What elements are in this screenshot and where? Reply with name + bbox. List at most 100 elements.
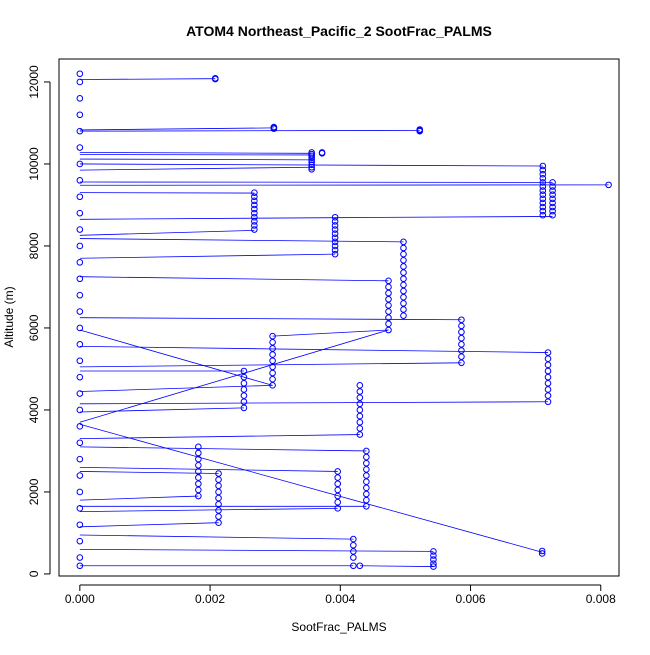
data-point [216, 514, 222, 520]
data-point [364, 485, 370, 491]
data-point [351, 549, 357, 555]
x-axis-label: SootFrac_PALMS [291, 620, 386, 634]
series-connector-line [80, 346, 548, 352]
series-connector-line [80, 277, 389, 281]
data-point [401, 251, 407, 257]
series-connector-line [80, 424, 542, 552]
series-connector-line [80, 330, 273, 385]
data-point [364, 467, 370, 473]
data-point [241, 387, 247, 393]
series-connector-line [80, 508, 338, 511]
data-point [270, 370, 276, 376]
data-point [364, 460, 370, 466]
data-point [386, 321, 392, 327]
data-point [401, 282, 407, 288]
data-point [196, 450, 202, 456]
data-point [459, 354, 465, 360]
data-point [77, 194, 83, 200]
series-connector-line [80, 467, 338, 471]
data-point [241, 393, 247, 399]
series-connector-line [80, 402, 548, 404]
series-connector-line [80, 447, 367, 451]
data-point [459, 342, 465, 348]
y-tick-label: 10000 [27, 147, 41, 181]
data-point [545, 374, 551, 380]
series-connector-line [360, 566, 434, 567]
data-point [386, 284, 392, 290]
data-point [386, 296, 392, 302]
series-connector-line [80, 535, 353, 539]
data-point [77, 374, 83, 380]
data-point [77, 555, 83, 561]
data-point [77, 538, 83, 544]
data-point [335, 481, 341, 487]
data-point [357, 389, 363, 395]
data-point [401, 294, 407, 300]
series-connector-line [80, 408, 244, 412]
data-point [77, 71, 83, 77]
data-point [270, 340, 276, 346]
series-connector-line [80, 549, 434, 551]
x-tick-label: 0.008 [586, 592, 616, 606]
data-point [77, 260, 83, 266]
data-point [270, 376, 276, 382]
data-point [401, 245, 407, 251]
data-point [335, 475, 341, 481]
data-point [401, 288, 407, 294]
data-point [364, 479, 370, 485]
data-point [77, 112, 83, 118]
data-point [357, 401, 363, 407]
data-point [401, 270, 407, 276]
data-point [357, 395, 363, 401]
y-tick-label: 12000 [27, 65, 41, 99]
data-point [545, 381, 551, 387]
data-point [401, 313, 407, 319]
data-point [364, 473, 370, 479]
data-point [364, 497, 370, 503]
data-point [459, 348, 465, 354]
data-point [77, 325, 83, 331]
series-connector-line [80, 523, 219, 527]
data-point [550, 212, 556, 218]
data-layer [77, 71, 611, 569]
data-point [386, 309, 392, 315]
data-point [77, 358, 83, 364]
data-point [351, 542, 357, 548]
data-point [459, 323, 465, 329]
x-tick-label: 0.004 [325, 592, 355, 606]
series-connector-line [80, 471, 219, 473]
y-tick-label: 2000 [27, 478, 41, 505]
data-point [216, 477, 222, 483]
data-point [77, 96, 83, 102]
data-point [459, 335, 465, 341]
data-point [401, 258, 407, 264]
series-connector-line [80, 159, 312, 160]
series-connector-line [80, 218, 335, 220]
data-point [77, 145, 83, 151]
data-point [270, 346, 276, 352]
y-tick-label: 6000 [27, 314, 41, 341]
data-point [335, 487, 341, 493]
data-point [77, 227, 83, 233]
data-point [540, 212, 546, 218]
data-point [216, 489, 222, 495]
series-connector-line [335, 216, 552, 217]
x-tick-label: 0.006 [456, 592, 486, 606]
series-connector-line [80, 254, 335, 258]
data-point [252, 227, 258, 233]
data-point [401, 307, 407, 313]
series-connector-line [80, 496, 199, 500]
data-point [216, 483, 222, 489]
chart-title: ATOM4 Northeast_Pacific_2 SootFrac_PALMS [186, 23, 492, 39]
data-point [196, 481, 202, 487]
data-point [77, 391, 83, 397]
y-tick-label: 0 [27, 570, 41, 577]
series-connector-line [80, 230, 255, 235]
series-connector-line [80, 130, 420, 131]
data-point [270, 358, 276, 364]
data-point [357, 407, 363, 413]
data-point [77, 342, 83, 348]
